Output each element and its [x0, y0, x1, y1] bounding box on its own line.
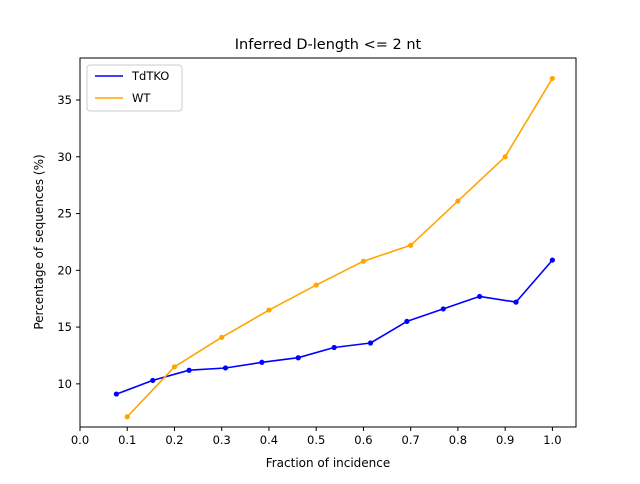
x-tick-label: 0.6: [354, 433, 372, 447]
axis-ticks: 0.0 0.1 0.2 0.3 0.4 0.5 0.6 0.7 0.8 0.9 1.0 10 15 20 2…: [57, 93, 561, 447]
y-tick-label: 10: [57, 377, 72, 391]
data-point-tdtko: [477, 293, 483, 300]
data-point-tdtko: [513, 299, 519, 305]
y-axis-label: Percentage of sequences (%): [32, 154, 46, 329]
data-point-tdtko: [186, 367, 192, 373]
x-tick-label: 0.4: [260, 433, 278, 447]
legend-label-wt: WT: [132, 91, 151, 105]
data-point-tdtko: [113, 391, 119, 397]
y-tick-label: 35: [57, 93, 72, 107]
x-axis-label: Fraction of incidence: [266, 456, 391, 470]
data-point-wt: [171, 364, 178, 370]
x-tick-label: 0.3: [213, 433, 231, 447]
data-point-wt: [313, 282, 319, 288]
data-point-wt: [455, 198, 461, 204]
data-point-wt: [549, 75, 555, 82]
data-point-wt: [219, 334, 225, 340]
x-tick-label: 0.5: [307, 433, 325, 447]
data-point-tdtko: [367, 340, 374, 346]
y-tick-label: 20: [57, 263, 72, 277]
data-point-wt: [408, 242, 414, 248]
data-point-wt: [360, 258, 367, 264]
x-tick-label: 1.0: [543, 433, 561, 447]
x-tick-label: 0.1: [118, 433, 136, 447]
data-point-tdtko: [331, 344, 337, 351]
y-tick-label: 30: [57, 150, 72, 164]
data-point-tdtko: [404, 318, 410, 325]
data-point-tdtko: [440, 306, 446, 312]
plot-area-frame: [79, 57, 577, 428]
data-point-tdtko: [150, 377, 156, 384]
x-tick-label: 0.2: [165, 433, 183, 447]
data-point-tdtko: [222, 365, 229, 371]
data-point-wt: [502, 154, 508, 160]
legend-label-tdtko: TdTKO: [131, 69, 169, 83]
data-point-wt: [124, 414, 130, 420]
data-point-wt: [266, 307, 272, 313]
data-point-tdtko: [259, 359, 265, 365]
y-tick-label: 15: [57, 320, 72, 334]
x-tick-label: 0.7: [402, 433, 420, 447]
x-tick-label: 0.9: [496, 433, 514, 447]
data-point-tdtko: [295, 355, 301, 361]
series-group: [113, 75, 555, 420]
x-tick-label: 0.0: [71, 433, 89, 447]
chart-title: Inferred D-length <= 2 nt: [235, 37, 422, 53]
x-tick-label: 0.8: [449, 433, 467, 447]
data-point-tdtko: [549, 257, 555, 263]
y-tick-label: 25: [57, 207, 72, 221]
legend: TdTKO WT: [86, 64, 183, 112]
series-line-wt: [126, 77, 554, 418]
